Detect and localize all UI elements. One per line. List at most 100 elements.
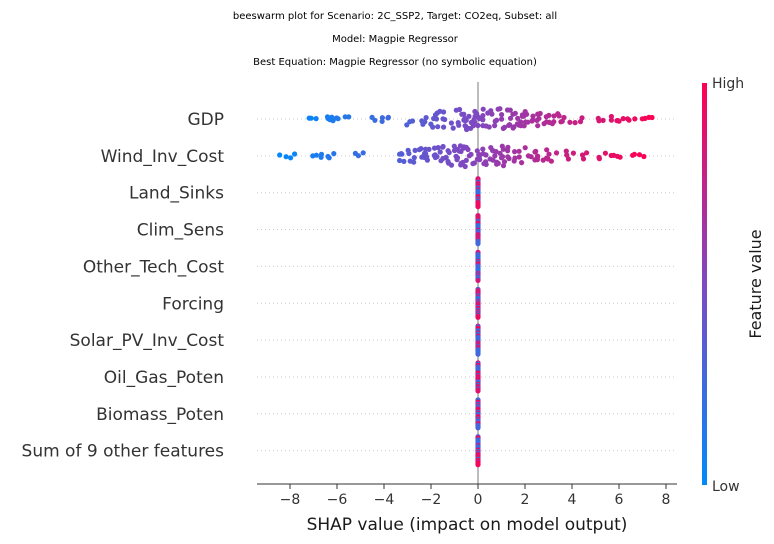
data-point — [572, 120, 578, 126]
data-point — [534, 117, 540, 123]
data-point — [437, 149, 443, 155]
data-point — [453, 107, 459, 113]
data-point — [360, 150, 366, 156]
data-point — [490, 157, 496, 163]
data-point — [445, 148, 451, 154]
data-point — [556, 113, 562, 119]
data-point — [406, 150, 412, 157]
data-point — [494, 117, 500, 123]
data-point — [475, 277, 481, 283]
x-tick-label: 6 — [615, 492, 624, 508]
data-point — [431, 152, 437, 159]
data-point — [435, 124, 441, 130]
data-point — [461, 117, 467, 123]
data-point — [462, 163, 468, 170]
feature-label: Forcing — [162, 294, 224, 314]
data-point — [450, 125, 456, 131]
data-point — [385, 114, 391, 120]
data-point — [443, 154, 449, 160]
data-point — [544, 147, 550, 153]
data-point — [495, 106, 501, 112]
data-point — [521, 113, 527, 119]
data-point — [480, 113, 486, 119]
data-point — [331, 151, 337, 157]
data-point — [608, 117, 615, 123]
data-point — [330, 118, 336, 124]
data-point — [579, 115, 585, 121]
data-point — [369, 114, 375, 120]
data-point — [579, 152, 586, 158]
data-point — [288, 155, 294, 161]
data-point — [501, 159, 508, 165]
data-point — [584, 150, 590, 156]
data-point — [620, 116, 626, 122]
data-point — [563, 148, 569, 154]
x-axis-label: SHAP value (impact on model output) — [307, 515, 628, 535]
data-point — [445, 160, 452, 166]
colorbar — [702, 83, 707, 485]
data-point — [326, 155, 332, 161]
data-point — [518, 123, 524, 129]
data-point — [507, 122, 513, 128]
data-point — [463, 157, 469, 163]
data-point — [489, 111, 495, 117]
data-point — [456, 122, 462, 128]
data-point — [433, 116, 440, 122]
data-point — [441, 109, 447, 115]
colorbar-high-label: High — [712, 76, 744, 92]
data-point — [283, 154, 289, 160]
data-point — [397, 151, 403, 157]
data-point — [630, 152, 636, 158]
colorbar-title: Feature value — [746, 229, 765, 338]
data-point — [532, 157, 538, 163]
data-point — [616, 118, 622, 124]
data-point — [448, 120, 454, 126]
data-point — [497, 150, 503, 156]
data-point — [608, 113, 615, 120]
data-point — [519, 160, 525, 166]
data-point — [468, 151, 474, 157]
data-point — [611, 152, 617, 158]
data-point — [617, 154, 623, 160]
data-point — [551, 119, 557, 125]
data-point — [580, 156, 587, 162]
data-point — [475, 314, 481, 320]
data-point — [424, 154, 430, 160]
data-point — [551, 113, 557, 119]
data-point — [451, 143, 457, 149]
data-point — [636, 152, 643, 158]
data-point — [435, 145, 441, 151]
data-point — [335, 116, 341, 122]
data-point — [525, 119, 531, 125]
data-point — [404, 122, 410, 128]
data-point — [529, 118, 535, 124]
data-point — [602, 150, 609, 156]
data-point — [546, 151, 552, 157]
data-point — [420, 121, 426, 127]
data-point — [522, 109, 528, 115]
data-point — [318, 154, 324, 160]
data-point — [463, 123, 469, 129]
data-point — [516, 148, 522, 154]
data-point — [426, 146, 432, 152]
data-point — [500, 163, 507, 169]
data-point — [480, 146, 486, 152]
data-point — [511, 158, 517, 164]
x-tick-label: −4 — [374, 492, 395, 508]
data-point — [642, 115, 648, 121]
data-point — [565, 156, 572, 162]
data-point — [480, 106, 486, 112]
data-point — [423, 115, 429, 121]
data-point — [483, 161, 489, 167]
data-point — [465, 146, 471, 153]
data-point — [475, 351, 481, 357]
data-point — [505, 144, 511, 150]
data-point — [506, 155, 512, 162]
data-point — [559, 118, 565, 124]
data-point — [346, 114, 352, 120]
feature-label: Land_Sinks — [129, 184, 224, 204]
data-point — [474, 148, 480, 154]
feature-label: Clim_Sens — [137, 221, 224, 241]
data-point — [411, 159, 417, 165]
